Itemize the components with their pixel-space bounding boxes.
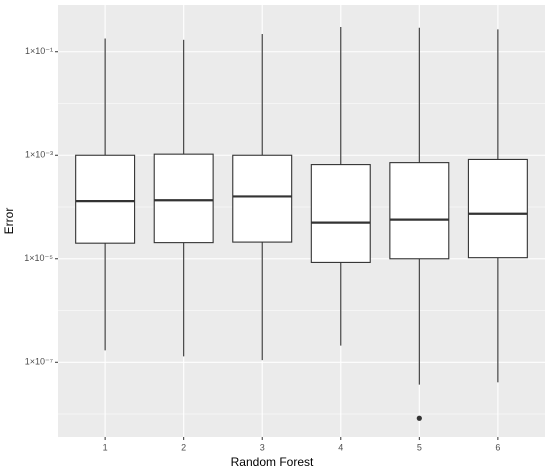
x-tick-label: 1 [103, 442, 108, 452]
box [232, 154, 293, 243]
outlier [416, 415, 422, 421]
box [310, 164, 371, 263]
y-tick-label: 1×10⁻¹ [25, 46, 53, 56]
panel [58, 5, 545, 437]
x-axis-title: Random Forest [231, 455, 314, 469]
x-tick-label: 3 [260, 442, 265, 452]
box [75, 154, 136, 244]
y-tick-label: 1×10⁻³ [25, 150, 53, 160]
x-tick-label: 5 [417, 442, 422, 452]
box [153, 153, 214, 244]
box [389, 162, 450, 260]
x-tick-label: 6 [495, 442, 500, 452]
y-axis-title: Error [2, 208, 16, 235]
y-tick-label: 1×10⁻⁵ [24, 253, 53, 263]
y-tick-label: 1×10⁻⁷ [25, 357, 53, 367]
x-tick-label: 4 [338, 442, 343, 452]
x-tick-label: 2 [181, 442, 186, 452]
box [467, 158, 528, 259]
